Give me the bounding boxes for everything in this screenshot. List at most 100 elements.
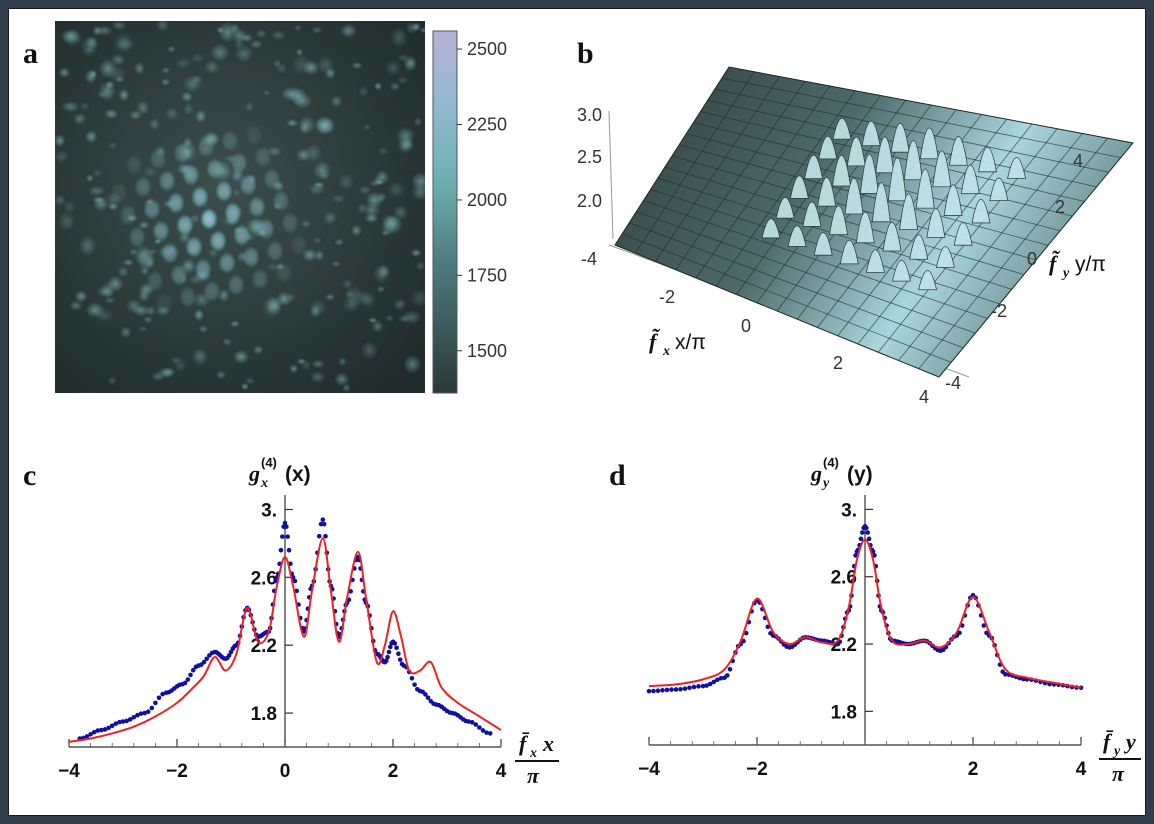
speckle-spot (111, 20, 126, 30)
x-label-sub: x (529, 746, 537, 761)
speckle-spot (325, 293, 336, 300)
y-tick-label: 2.2 (251, 636, 277, 657)
data-point (656, 688, 661, 693)
speckle-bright-spot (170, 264, 188, 286)
speckle-spot (129, 248, 138, 255)
data-point (188, 673, 193, 678)
speckle-spot (338, 357, 347, 367)
speckle-spot (374, 82, 382, 91)
colorbar-ticks: 15001750200022502500 (457, 39, 507, 361)
speckle-spot (351, 224, 363, 237)
speckle-spot (104, 296, 116, 303)
panel-letter-c: c (23, 459, 36, 492)
data-point (477, 725, 482, 730)
speckle-spot (323, 211, 337, 225)
x-label-den: π (527, 763, 540, 788)
speckle-bright-spot (242, 246, 260, 268)
y-tick-label: 0 (1027, 249, 1037, 269)
speckle-bright-spot (263, 168, 281, 190)
x-tick-label: 2 (833, 353, 843, 373)
data-point (864, 526, 869, 531)
speckle-spot (292, 54, 312, 76)
speckle-bright-spot (125, 154, 143, 176)
data-point (393, 641, 398, 646)
speckle-spot (92, 25, 102, 36)
data-point (725, 673, 730, 678)
speckle-spot (233, 189, 241, 197)
speckle-spot (286, 119, 298, 127)
speckle-spot (61, 101, 80, 112)
speckle-bright-spot (251, 268, 269, 290)
speckle-spot (69, 300, 83, 310)
speckle-spot (92, 169, 103, 178)
speckle-spot (394, 298, 407, 310)
x-tick-label: 0 (741, 316, 751, 336)
speckle-spot (107, 203, 118, 211)
data-point (146, 709, 151, 714)
y-label-rest: y/π (1075, 253, 1106, 276)
speckle-spot (319, 171, 330, 180)
speckle-spot (276, 291, 292, 306)
speckle-spot (192, 347, 208, 365)
data-point (280, 534, 285, 539)
y-tick-label: 2.6 (251, 568, 277, 589)
speckle-spot (249, 40, 263, 49)
data-point (322, 522, 327, 527)
speckle-spot (293, 93, 313, 109)
speckle-spot (397, 138, 413, 153)
speckle-spot (345, 290, 353, 298)
speckle-spot (314, 116, 334, 134)
speckle-spot (385, 314, 394, 322)
data-point (683, 686, 688, 691)
speckle-bright-spot (266, 240, 284, 262)
title-g: g (248, 461, 260, 486)
data-point (728, 667, 733, 672)
panel-a: a 1500 1750 2000 2250 2500 (23, 18, 507, 393)
data-point (665, 688, 670, 693)
figure-canvas: a 15001750200022502500 b 3.0 2.5 2.0 -4 … (9, 9, 1145, 815)
speckle-spot (174, 358, 187, 373)
speckle-bright-spot (158, 170, 176, 192)
speckle-spot (334, 372, 349, 386)
y-tick-label: 3. (841, 500, 857, 521)
speckle-spot (403, 56, 417, 72)
speckle-spot (351, 62, 363, 69)
y-tick-label: 3. (261, 500, 277, 521)
x-label-sub: y (1112, 744, 1121, 759)
speckle-spot (271, 30, 286, 40)
speckle-spot (54, 150, 69, 163)
speckle-spot (85, 130, 98, 143)
data-point (860, 530, 865, 535)
data-point (865, 530, 870, 535)
speckle-spot (298, 115, 316, 134)
x-tick-label: 4 (919, 387, 929, 407)
speckle-spot (230, 23, 240, 34)
speckle-spot (138, 326, 148, 332)
data-point (647, 689, 652, 694)
speckle-spot (195, 110, 207, 124)
speckle-spot (255, 29, 267, 39)
speckle-spot (210, 43, 230, 61)
speckle-spot (79, 235, 97, 256)
speckle-bright-spot (194, 258, 212, 280)
speckle-spot (385, 60, 402, 77)
y-tick-label: 1.8 (831, 702, 857, 723)
speckle-bright-spot (233, 224, 251, 246)
speckle-spot (129, 110, 142, 120)
speckle-bright-spot (146, 270, 164, 292)
speckle-spot (152, 372, 165, 381)
x-tick-label: −2 (746, 759, 768, 780)
speckle-bright-spot (152, 220, 170, 242)
speckle-spot (86, 174, 94, 182)
data-point (153, 701, 158, 706)
speckle-bright-spot (161, 242, 179, 264)
speckle-spot (181, 91, 193, 102)
data-point (669, 687, 674, 692)
speckle-spot (314, 181, 325, 188)
speckle-bright-spot (185, 236, 203, 258)
speckle-spot (149, 118, 160, 131)
speckle-spot (175, 58, 191, 69)
x-tick-label: −4 (638, 759, 660, 780)
speckle-spot (120, 326, 132, 338)
data-point (284, 524, 289, 529)
